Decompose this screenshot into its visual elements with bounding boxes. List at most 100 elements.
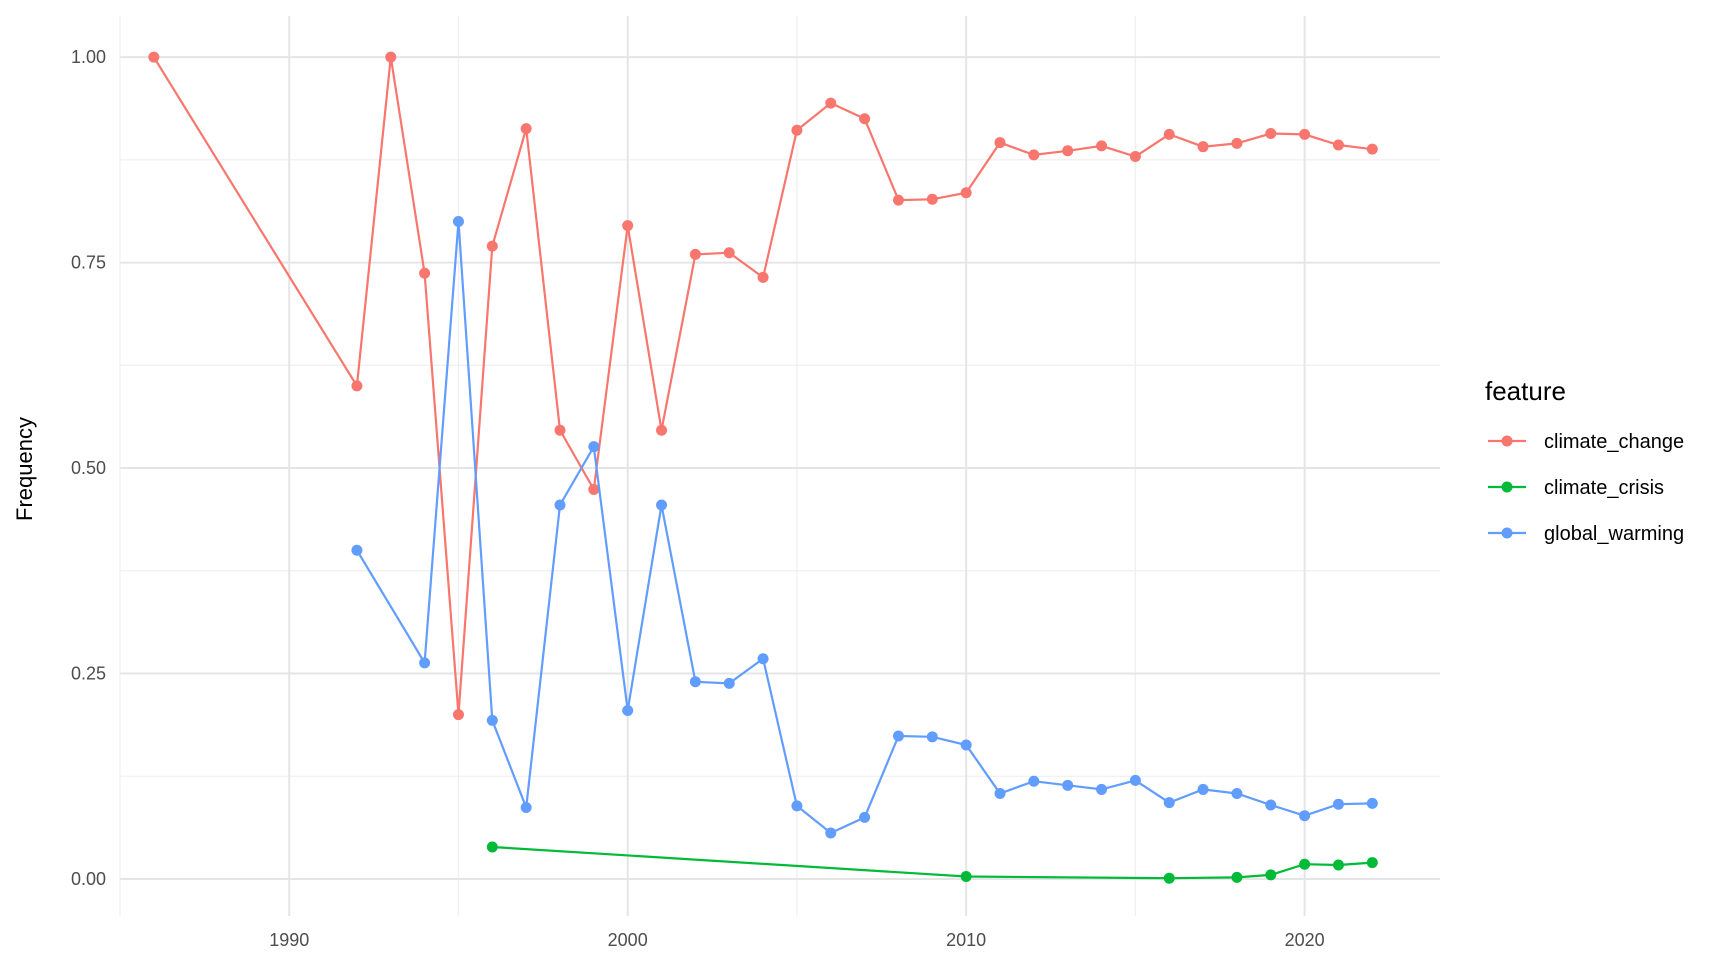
data-point <box>960 187 972 199</box>
legend-keys: climate_change climate_crisis global_warmi… <box>1488 431 1684 545</box>
data-point <box>926 731 938 743</box>
data-point <box>825 827 837 839</box>
data-point <box>622 220 634 232</box>
x-tick-label: 1990 <box>269 930 309 950</box>
data-point <box>757 653 769 665</box>
data-point <box>520 123 532 135</box>
data-point <box>1062 779 1074 791</box>
legend-title: feature <box>1485 376 1566 406</box>
data-point <box>622 705 634 717</box>
data-point <box>1265 799 1277 811</box>
y-tick-label: 0.00 <box>71 869 106 889</box>
data-point <box>994 137 1006 149</box>
data-point <box>1265 869 1277 881</box>
data-point <box>554 499 566 511</box>
legend-item-climate_change: climate_change <box>1488 431 1684 453</box>
legend-key-point <box>1501 527 1513 539</box>
data-point <box>1299 858 1311 870</box>
data-point <box>656 424 668 436</box>
data-point <box>960 739 972 751</box>
data-point <box>1062 145 1074 157</box>
x-axis-tick-labels: 1990 2000 2010 2020 <box>269 930 1324 950</box>
data-point <box>351 380 363 392</box>
data-point <box>723 247 735 259</box>
data-point <box>926 193 938 205</box>
data-point <box>1197 141 1209 153</box>
series-climate_crisis <box>486 841 1378 884</box>
y-tick-label: 1.00 <box>71 47 106 67</box>
data-point <box>859 811 871 823</box>
data-point <box>892 730 904 742</box>
y-axis-title: Frequency <box>12 417 37 521</box>
data-point <box>385 51 397 63</box>
data-point <box>1366 797 1378 809</box>
data-point <box>723 677 735 689</box>
data-point <box>656 499 668 511</box>
data-point <box>791 124 803 136</box>
data-point <box>588 483 600 495</box>
data-point <box>486 714 498 726</box>
data-point <box>1299 128 1311 140</box>
series-line <box>492 845 1373 880</box>
y-tick-label: 0.50 <box>71 458 106 478</box>
series-line <box>152 56 1373 715</box>
legend-item-climate_crisis: climate_crisis <box>1488 477 1664 499</box>
data-point <box>892 194 904 206</box>
data-point <box>1028 149 1040 161</box>
data-point <box>1129 151 1141 163</box>
data-point <box>1231 871 1243 883</box>
legend-label: global_warming <box>1544 523 1684 545</box>
series-climate_change <box>148 51 1378 721</box>
data-point <box>520 802 532 814</box>
data-point <box>1163 872 1175 884</box>
data-point <box>689 676 701 688</box>
data-point <box>1028 775 1040 787</box>
data-point <box>452 709 464 721</box>
x-tick-label: 2020 <box>1285 930 1325 950</box>
data-point <box>419 657 431 669</box>
data-point <box>960 871 972 883</box>
data-point <box>859 113 871 125</box>
data-point <box>588 441 600 453</box>
data-point <box>1231 137 1243 149</box>
y-tick-label: 0.75 <box>71 253 106 273</box>
data-point <box>1366 857 1378 869</box>
data-point <box>1129 774 1141 786</box>
series-line <box>355 221 1373 835</box>
legend-label: climate_change <box>1544 431 1684 453</box>
minor-gridlines <box>119 16 1440 916</box>
data-point <box>791 800 803 812</box>
data-point <box>486 841 498 853</box>
data-point <box>1265 128 1277 140</box>
legend-key-point <box>1501 481 1513 493</box>
data-point <box>486 240 498 252</box>
series-layer <box>148 51 1378 884</box>
data-point <box>1299 810 1311 822</box>
x-tick-label: 2010 <box>946 930 986 950</box>
data-point <box>1332 798 1344 810</box>
data-point <box>351 544 363 556</box>
data-point <box>452 215 464 227</box>
legend-label: climate_crisis <box>1544 477 1664 499</box>
y-tick-label: 0.25 <box>71 664 106 684</box>
series-global_warming <box>351 215 1378 839</box>
data-point <box>1197 783 1209 795</box>
legend-item-global_warming: global_warming <box>1488 523 1684 545</box>
x-tick-label: 2000 <box>608 930 648 950</box>
data-point <box>1096 140 1108 152</box>
data-point <box>1332 139 1344 151</box>
data-point <box>554 424 566 436</box>
data-point <box>1332 859 1344 871</box>
y-axis-tick-labels: 0.00 0.25 0.50 0.75 1.00 <box>71 47 106 889</box>
data-point <box>994 788 1006 800</box>
data-point <box>419 267 431 279</box>
data-point <box>825 97 837 109</box>
data-point <box>1096 783 1108 795</box>
data-point <box>1366 143 1378 155</box>
major-gridlines <box>120 16 1440 916</box>
data-point <box>1163 797 1175 809</box>
data-point <box>689 248 701 260</box>
data-point <box>1163 128 1175 140</box>
data-point <box>148 51 160 63</box>
